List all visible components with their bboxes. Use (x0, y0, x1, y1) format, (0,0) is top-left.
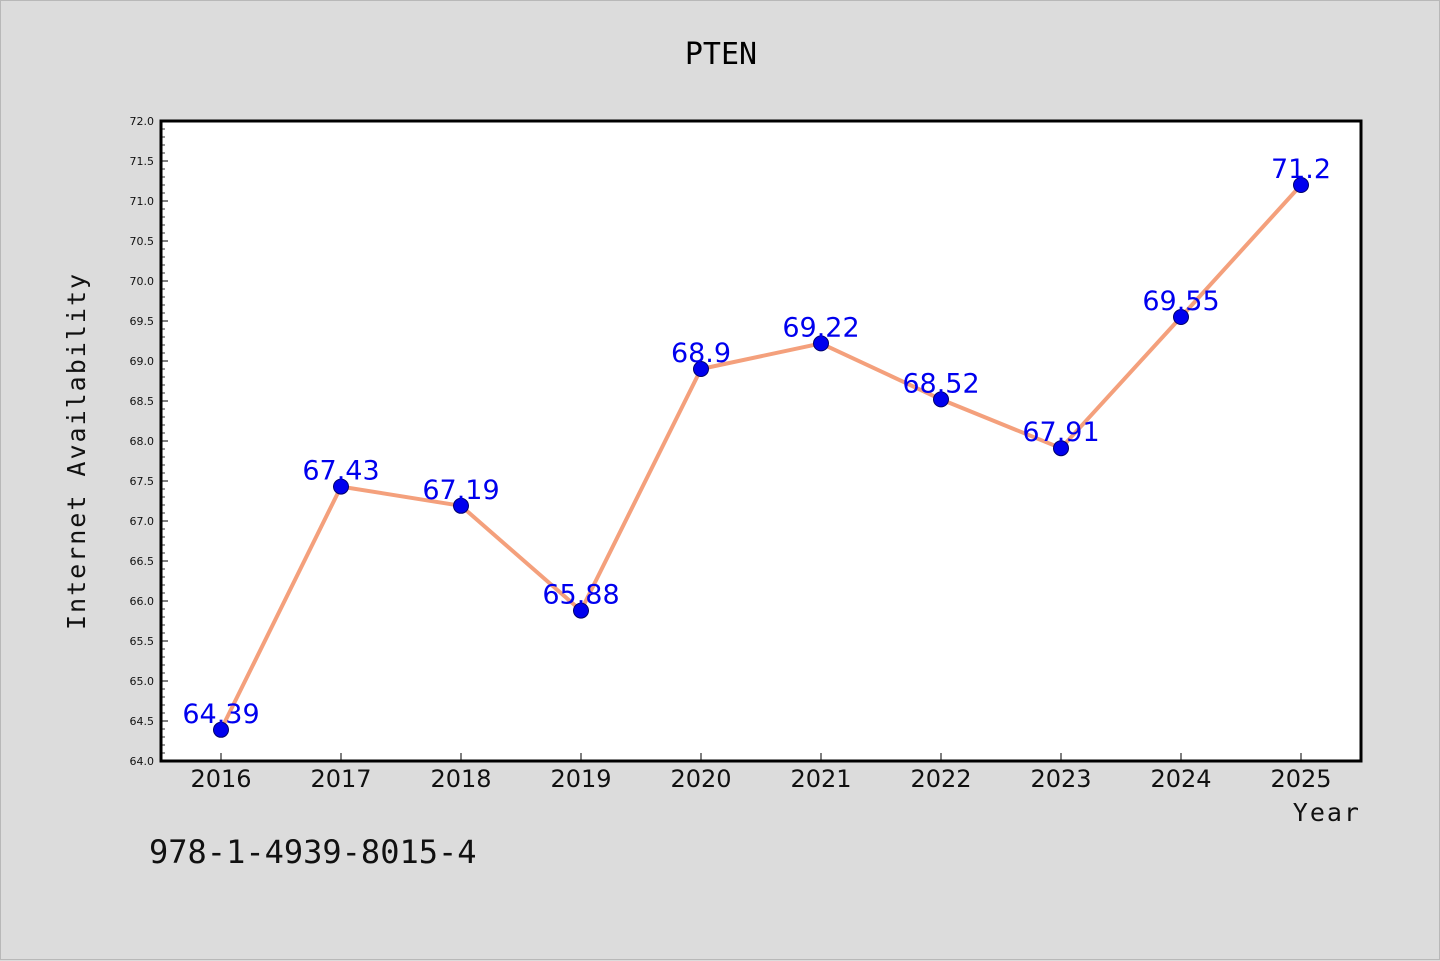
data-label: 65.88 (542, 580, 619, 611)
y-tick-label: 70.0 (130, 275, 155, 288)
x-tick-label: 2021 (790, 765, 851, 793)
y-tick-label: 67.0 (130, 515, 155, 528)
y-tick-label: 70.5 (130, 235, 155, 248)
chart-title: PTEN (685, 37, 757, 72)
data-label: 64.39 (182, 699, 259, 730)
data-label: 67.91 (1022, 417, 1099, 448)
y-tick-label: 64.5 (130, 715, 155, 728)
data-label: 71.2 (1271, 154, 1331, 185)
x-tick-label: 2019 (550, 765, 611, 793)
y-axis-label: Internet Availability (62, 272, 91, 630)
y-tick-label: 68.5 (130, 395, 155, 408)
x-tick-label: 2022 (910, 765, 971, 793)
y-tick-label: 65.5 (130, 635, 155, 648)
data-label: 68.52 (902, 368, 979, 399)
data-label: 68.9 (671, 338, 731, 369)
y-tick-label: 66.0 (130, 595, 155, 608)
x-tick-label: 2016 (190, 765, 251, 793)
y-tick-label: 72.0 (130, 115, 155, 128)
y-tick-label: 71.5 (130, 155, 155, 168)
x-tick-label: 2020 (670, 765, 731, 793)
data-label: 67.43 (302, 456, 379, 487)
isbn-text: 978-1-4939-8015-4 (149, 833, 477, 871)
y-tick-label: 69.5 (130, 315, 155, 328)
y-tick-label: 67.5 (130, 475, 155, 488)
x-tick-label: 2023 (1030, 765, 1091, 793)
y-tick-label: 71.0 (130, 195, 155, 208)
data-label: 69.22 (782, 312, 859, 343)
y-tick-label: 64.0 (130, 755, 155, 768)
x-axis-label: Year (1293, 798, 1361, 827)
x-tick-label: 2018 (430, 765, 491, 793)
plot-area (161, 121, 1361, 761)
x-tick-label: 2024 (1150, 765, 1211, 793)
y-tick-label: 65.0 (130, 675, 155, 688)
data-label: 69.55 (1142, 286, 1219, 317)
x-tick-label: 2025 (1270, 765, 1331, 793)
x-tick-label: 2017 (310, 765, 371, 793)
y-tick-label: 69.0 (130, 355, 155, 368)
y-tick-label: 68.0 (130, 435, 155, 448)
y-tick-label: 66.5 (130, 555, 155, 568)
data-label: 67.19 (422, 475, 499, 506)
